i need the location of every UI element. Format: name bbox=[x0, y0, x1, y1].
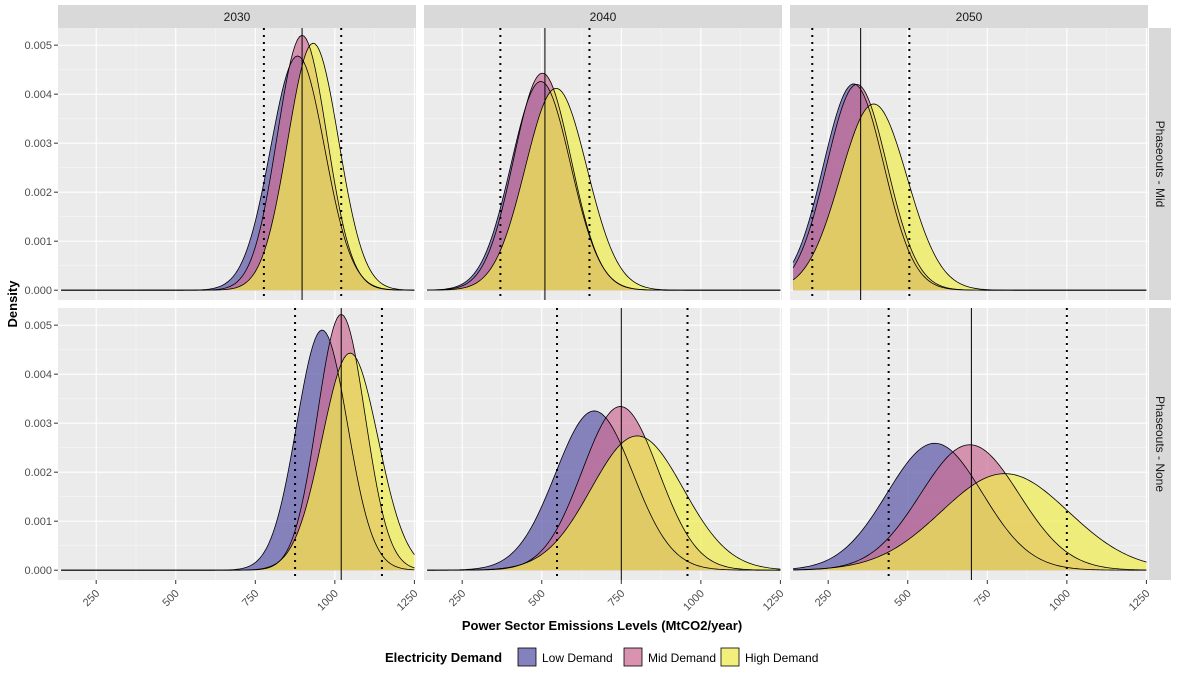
facet-label-2030: 2030 bbox=[224, 10, 251, 24]
legend-key-high-demand bbox=[720, 647, 740, 667]
panel-phaseouts-none-2040 bbox=[424, 308, 782, 580]
legend-title: Electricity Demand bbox=[385, 650, 502, 665]
y-tick-label: 0.004 bbox=[24, 369, 52, 381]
x-tick-label: 1000 bbox=[681, 588, 707, 614]
y-tick-label: 0.000 bbox=[24, 565, 52, 577]
density-area-high-demand bbox=[427, 88, 781, 291]
y-tick-label: 0.003 bbox=[24, 138, 52, 150]
y-tick-label: 0.004 bbox=[24, 89, 52, 101]
legend-label-mid-demand: Mid Demand bbox=[648, 651, 716, 665]
facet-strip-phaseouts-none bbox=[1149, 308, 1171, 580]
density-area-high-demand bbox=[793, 104, 1147, 291]
density-area-high-demand bbox=[61, 353, 415, 571]
density-area-high-demand bbox=[793, 473, 1147, 571]
x-tick-label: 1250 bbox=[761, 588, 787, 614]
y-tick-label: 0.000 bbox=[24, 285, 52, 297]
x-tick-label: 250 bbox=[813, 588, 834, 609]
y-axis-title: Density bbox=[5, 280, 20, 328]
x-tick-label: 500 bbox=[892, 588, 913, 609]
x-tick-label: 1250 bbox=[1127, 588, 1153, 614]
density-outline-high-demand bbox=[793, 473, 1147, 571]
density-outline-mid-demand bbox=[793, 444, 1147, 571]
density-outline-high-demand bbox=[427, 87, 781, 291]
density-layer bbox=[61, 28, 415, 300]
y-tick-label: 0.002 bbox=[24, 467, 52, 479]
density-outline-low-demand bbox=[793, 442, 1147, 571]
x-tick-label: 250 bbox=[81, 588, 102, 609]
density-layer bbox=[793, 308, 1147, 580]
facet-label-phaseouts-mid: Phaseouts - Mid bbox=[1153, 121, 1167, 208]
x-tick-label: 500 bbox=[526, 588, 547, 609]
x-tick-label: 750 bbox=[972, 588, 993, 609]
y-tick-label: 0.001 bbox=[24, 516, 52, 528]
legend-key-low-demand bbox=[517, 647, 537, 667]
density-area-high-demand bbox=[61, 43, 415, 291]
y-tick-label: 0.002 bbox=[24, 187, 52, 199]
density-layer bbox=[427, 308, 781, 580]
density-outline-high-demand bbox=[61, 352, 415, 571]
density-area-high-demand bbox=[427, 435, 781, 571]
panel-phaseouts-none-2050 bbox=[790, 308, 1148, 580]
x-tick-label: 500 bbox=[160, 588, 181, 609]
density-layer bbox=[61, 308, 415, 580]
density-outline-high-demand bbox=[61, 42, 415, 291]
legend-label-high-demand: High Demand bbox=[745, 651, 818, 665]
density-outline-high-demand bbox=[792, 103, 1147, 291]
facet-strip-phaseouts-mid bbox=[1149, 28, 1171, 300]
x-axis-title: Power Sector Emissions Levels (MtCO2/yea… bbox=[462, 618, 742, 633]
legend-key-mid-demand bbox=[623, 647, 643, 667]
x-tick-label: 750 bbox=[606, 588, 627, 609]
legend-label-low-demand: Low Demand bbox=[542, 651, 613, 665]
y-tick-label: 0.003 bbox=[24, 418, 52, 430]
density-layer bbox=[427, 28, 781, 300]
y-tick-label: 0.005 bbox=[24, 320, 52, 332]
panel-phaseouts-none-2030 bbox=[58, 308, 416, 580]
x-tick-label: 250 bbox=[447, 588, 468, 609]
panel-phaseouts-mid-2040 bbox=[424, 28, 782, 300]
x-tick-label: 1000 bbox=[315, 588, 341, 614]
panel-phaseouts-mid-2050 bbox=[790, 28, 1148, 300]
x-tick-label: 1000 bbox=[1047, 588, 1073, 614]
facet-strip-2040 bbox=[424, 5, 782, 28]
y-tick-label: 0.005 bbox=[24, 40, 52, 52]
y-tick-label: 0.001 bbox=[24, 236, 52, 248]
panel-phaseouts-mid-2030 bbox=[58, 28, 416, 300]
density-outline-high-demand bbox=[427, 435, 781, 571]
legend: Electricity Demand Low Demand Mid Demand Hi… bbox=[385, 647, 818, 667]
density-layer bbox=[792, 28, 1147, 300]
facet-label-2040: 2040 bbox=[590, 10, 617, 24]
facet-strip-2050 bbox=[790, 5, 1148, 28]
facet-label-phaseouts-none: Phaseouts - None bbox=[1153, 396, 1167, 492]
density-outline-low-demand bbox=[427, 410, 781, 571]
facet-label-2050: 2050 bbox=[956, 10, 983, 24]
facet-strip-2030 bbox=[58, 5, 416, 28]
x-tick-label: 750 bbox=[240, 588, 261, 609]
x-tick-label: 1250 bbox=[395, 588, 421, 614]
